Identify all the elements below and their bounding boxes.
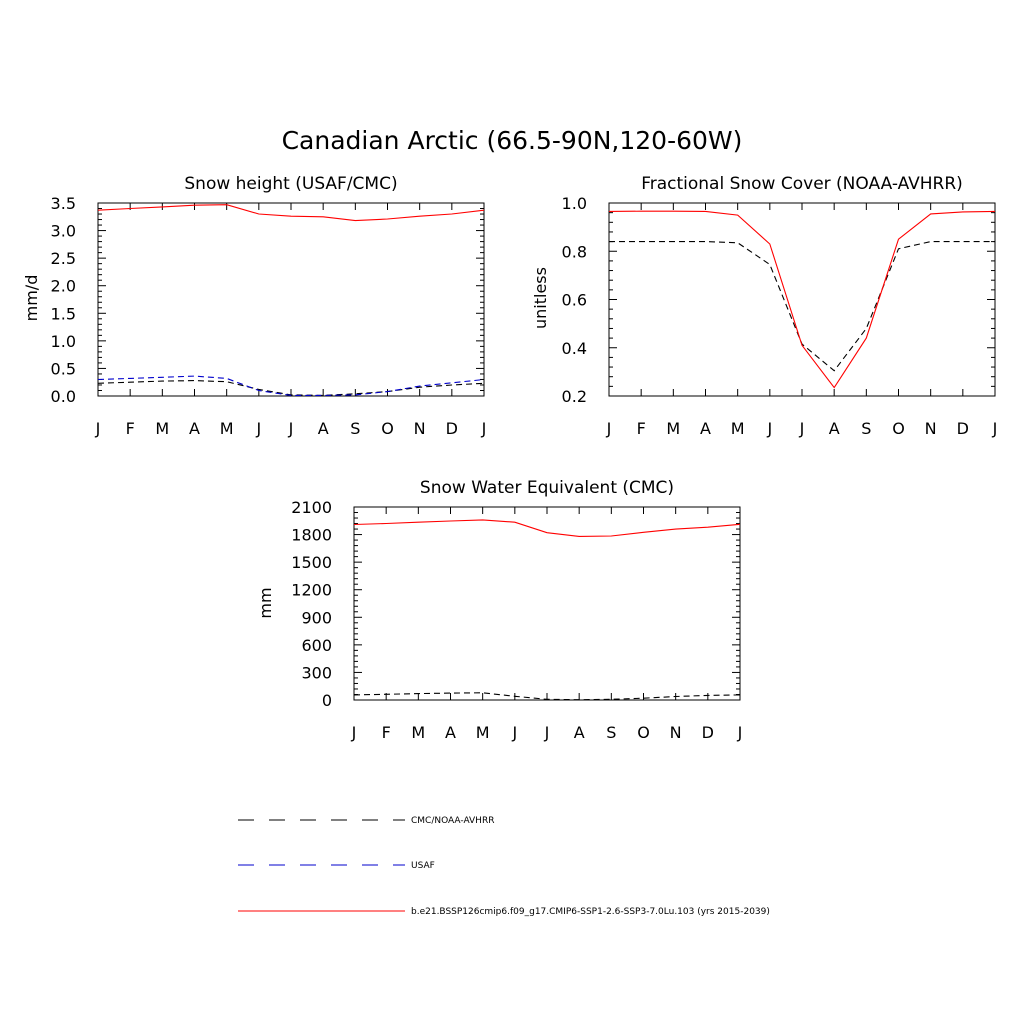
snow-height-frame (97, 202, 485, 397)
snow-cover-ytick-label: 0.8 (562, 242, 587, 261)
swe-xtick-label: N (670, 723, 682, 742)
snow-height-xtick-label: J (481, 419, 487, 438)
figure-title: Canadian Arctic (66.5-90N,120-60W) (282, 126, 743, 155)
swe-xtick-label: F (382, 723, 391, 742)
snow-height-xtick-label: J (288, 419, 294, 438)
snow-cover-xtick-label: N (925, 419, 937, 438)
swe-ytick-label: 0 (322, 691, 332, 710)
snow-cover-xtick-label: D (957, 419, 969, 438)
snow-height-xtick-label: D (446, 419, 458, 438)
legend-entry-usaf: USAF (238, 861, 435, 871)
snow-height-title: Snow height (USAF/CMC) (184, 174, 397, 194)
swe-ytick-label: 1800 (291, 526, 332, 545)
swe-xtick-label: J (511, 723, 517, 742)
swe-xtick-label: M (476, 723, 490, 742)
snow-height-ytick-label: 2.0 (51, 277, 76, 296)
snow-height-ylabel: mm/d (22, 275, 41, 322)
swe-frame (353, 506, 741, 701)
swe-xtick-label: A (574, 723, 585, 742)
snow-cover-xtick-label: J (766, 419, 772, 438)
snow-cover-ytick-label: 0.6 (562, 291, 587, 310)
snow-cover-xtick-label: J (799, 419, 805, 438)
snow-height-ytick-label: 0.5 (51, 359, 76, 378)
snow-cover-series-model (608, 210, 996, 389)
snow-cover-ytick-label: 1.0 (562, 194, 587, 213)
legend-entry-cmc: CMC/NOAA-AVHRR (238, 816, 494, 826)
snow-height-xtick-label: S (350, 419, 360, 438)
snow-height-xtick-label: A (318, 419, 329, 438)
legend-entry-model: b.e21.BSSP126cmip6.f09_g17.CMIP6-SSP1-2.… (238, 907, 770, 917)
snow-height-ytick-label: 1.0 (51, 332, 76, 351)
snow-height-xtick-label: M (155, 419, 169, 438)
swe-series-cmc (353, 692, 741, 701)
snow-cover-xtick-label: A (829, 419, 840, 438)
swe-title: Snow Water Equivalent (CMC) (420, 478, 674, 498)
snow-cover-xtick-label: O (892, 419, 905, 438)
snow-cover-xtick-label: F (637, 419, 646, 438)
swe-xtick-label: O (637, 723, 650, 742)
snow-cover-ylabel: unitless (531, 267, 550, 329)
snow-cover-frame (608, 202, 996, 397)
snow-height-ytick-label: 1.5 (51, 304, 76, 323)
swe-xtick-label: J (544, 723, 550, 742)
snow-height-xtick-label: F (126, 419, 135, 438)
snow-height-xtick-label: A (189, 419, 200, 438)
swe-ylabel: mm (256, 587, 275, 618)
snow-cover-xtick-label: M (666, 419, 680, 438)
snow-height-xtick-label: J (255, 419, 261, 438)
swe-series-model (353, 519, 741, 537)
swe-ytick-label: 600 (301, 636, 332, 655)
snow-height-ytick-label: 3.0 (51, 222, 76, 241)
swe-ytick-label: 900 (301, 608, 332, 627)
snow-height-ytick-label: 3.5 (51, 194, 76, 213)
legend-label-usaf: USAF (411, 861, 435, 871)
swe-ytick-label: 300 (301, 663, 332, 682)
legend-label-model: b.e21.BSSP126cmip6.f09_g17.CMIP6-SSP1-2.… (411, 907, 770, 917)
snow-cover-ytick-label: 0.2 (562, 387, 587, 406)
legend: CMC/NOAA-AVHRR USAF b.e21.BSSP126cmip6.f… (238, 816, 770, 917)
snow-cover-title: Fractional Snow Cover (NOAA-AVHRR) (641, 174, 963, 194)
swe-xtick-label: J (737, 723, 743, 742)
snow-height-series-usaf (97, 375, 485, 396)
snow-height-ytick-label: 0.0 (51, 387, 76, 406)
swe-panel: Snow Water Equivalent (CMC) mm J F M A M J J A S… (256, 478, 742, 742)
swe-ytick-label: 2100 (291, 498, 332, 517)
snow-height-panel: Snow height (USAF/CMC) mm/d J F M A M J J A S O N D… (22, 174, 486, 438)
swe-xtick-label: A (445, 723, 456, 742)
snow-height-xtick-label: N (414, 419, 426, 438)
snow-cover-xtick-label: S (861, 419, 871, 438)
snow-height-xtick-label: M (220, 419, 234, 438)
snow-height-xtick-label: O (381, 419, 394, 438)
swe-xtick-label: J (351, 723, 357, 742)
snow-height-series-model (97, 204, 485, 222)
snow-cover-xtick-label: M (731, 419, 745, 438)
snow-cover-xtick-label: J (992, 419, 998, 438)
snow-cover-xtick-label: J (606, 419, 612, 438)
snow-cover-series-cmc (609, 241, 995, 372)
legend-label-cmc: CMC/NOAA-AVHRR (411, 816, 494, 826)
swe-ytick-label: 1500 (291, 553, 332, 572)
swe-xtick-label: M (411, 723, 425, 742)
swe-xtick-label: S (606, 723, 616, 742)
snow-cover-panel: Fractional Snow Cover (NOAA-AVHRR) unitl… (531, 174, 997, 438)
snow-cover-ytick-label: 0.4 (562, 339, 587, 358)
swe-ytick-label: 1200 (291, 581, 332, 600)
snow-height-xtick-label: J (95, 419, 101, 438)
snow-cover-xtick-label: A (700, 419, 711, 438)
snow-height-ytick-label: 2.5 (51, 249, 76, 268)
swe-xtick-label: D (702, 723, 714, 742)
